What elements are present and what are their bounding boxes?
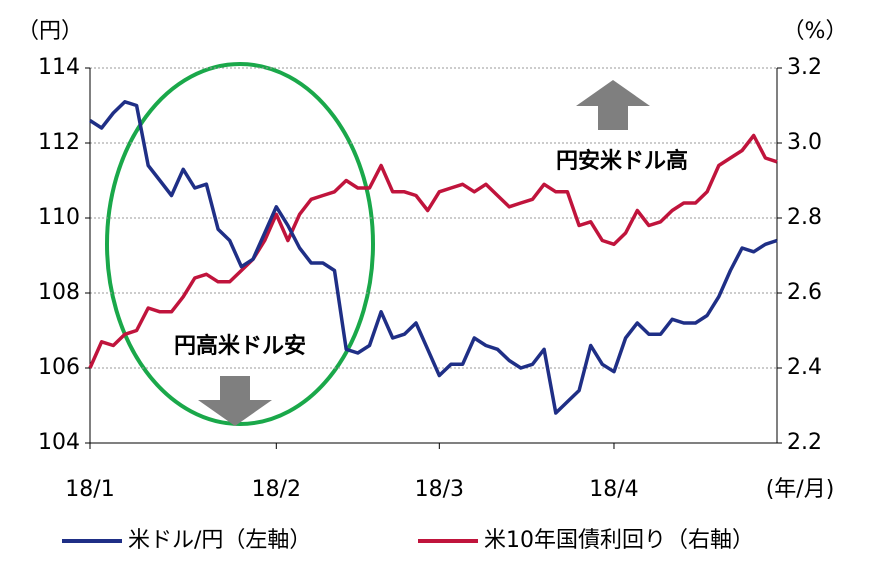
x-tick-label: 18/2 [252,477,301,502]
y-tick-label: 112 [38,130,80,155]
y2-tick-label: 2.2 [787,430,822,455]
y2-unit-label: （%） [783,19,848,44]
x-tick-label: 18/3 [415,477,464,502]
y-tick-label: 114 [38,55,80,80]
series-line [88,133,778,369]
y2-tick-label: 3.2 [787,55,822,80]
legend-label: 米10年国債利回り（右軸） [484,528,754,553]
annotation: 円安米ドル高 [556,148,688,174]
y-tick-label: 104 [38,430,80,455]
y2-tick-label: 2.6 [787,280,822,305]
y-unit-label: （円） [17,19,83,44]
y-tick-label: 108 [38,280,80,305]
x-tick-label: 18/1 [65,477,114,502]
y2-tick-label: 2.8 [787,205,822,230]
y2-tick-label: 3.0 [787,130,822,155]
legend-label: 米ドル/円（左軸） [128,528,311,553]
up-arrow [576,80,650,130]
y2-tick-label: 2.4 [787,355,822,380]
down-arrow [198,376,272,426]
highlight-ellipse [105,62,375,426]
series-line [89,100,778,415]
x-unit-label: (年/月) [766,477,835,502]
y-tick-label: 106 [38,355,80,380]
annotation: 円高米ドル安 [174,333,306,359]
x-tick-label: 18/4 [589,477,638,502]
y-tick-label: 110 [38,205,80,230]
